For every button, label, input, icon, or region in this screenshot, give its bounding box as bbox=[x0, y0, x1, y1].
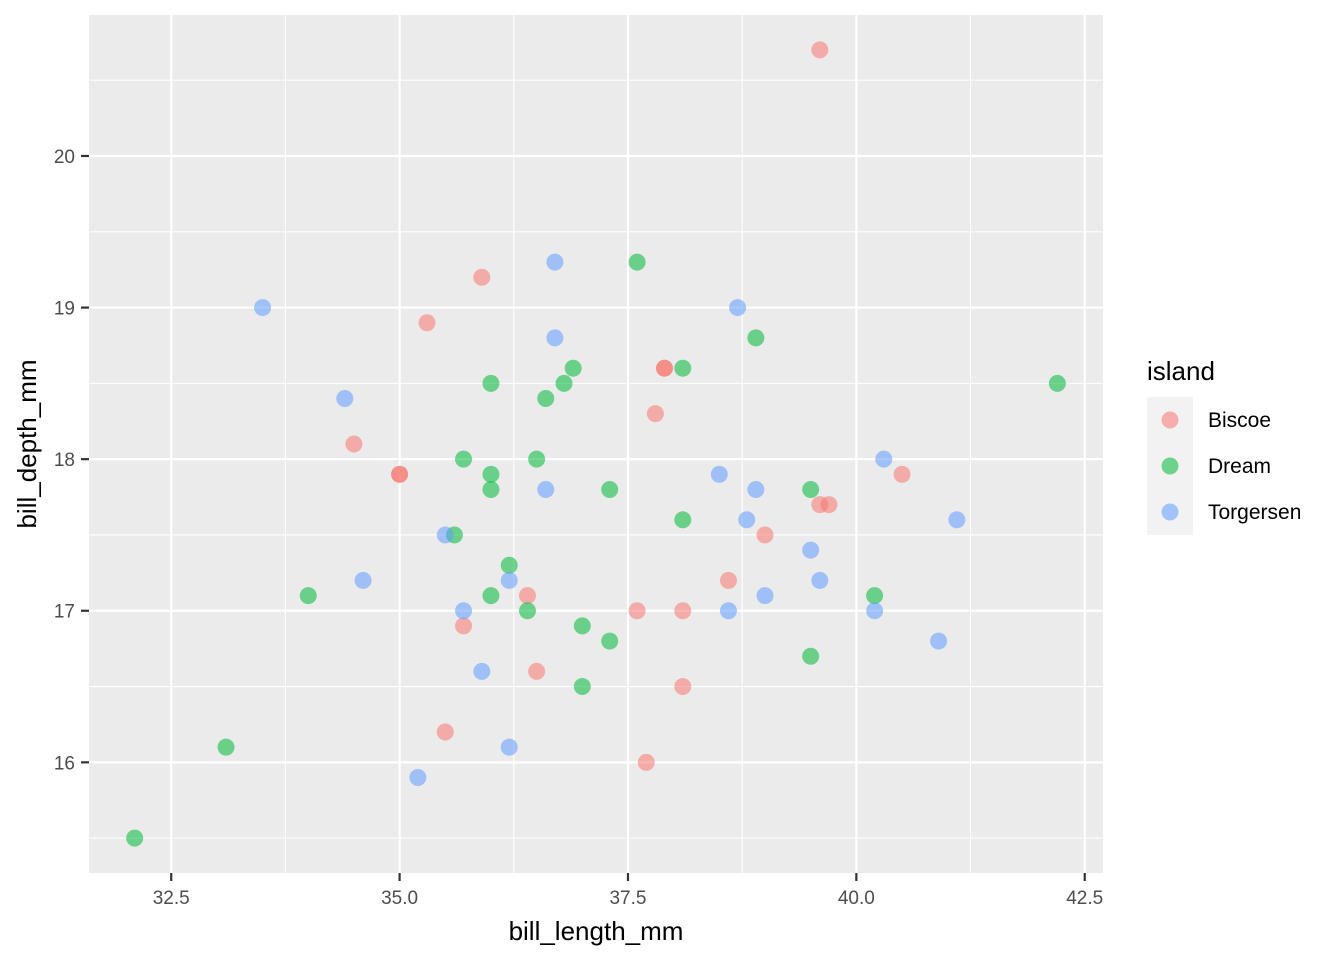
legend-swatch-biscoe bbox=[1161, 411, 1179, 429]
point-dream bbox=[455, 450, 473, 468]
legend-label-biscoe: Biscoe bbox=[1208, 409, 1271, 432]
point-dream bbox=[555, 374, 573, 392]
point-biscoe bbox=[820, 496, 838, 514]
point-torgersen bbox=[455, 602, 473, 620]
x-tick-label: 32.5 bbox=[153, 888, 190, 909]
point-torgersen bbox=[948, 511, 966, 529]
y-tick-label: 16 bbox=[54, 753, 75, 774]
point-biscoe bbox=[455, 617, 473, 635]
y-axis: 16 17 18 19 20 bbox=[54, 147, 89, 774]
point-dream bbox=[601, 632, 619, 650]
legend: island Biscoe Dream Torgersen bbox=[1147, 356, 1301, 535]
point-dream bbox=[500, 556, 518, 574]
point-dream bbox=[299, 587, 317, 605]
point-torgersen bbox=[802, 541, 820, 559]
legend-label-torgersen: Torgersen bbox=[1208, 501, 1301, 524]
legend-swatch-dream bbox=[1161, 457, 1179, 475]
point-dream bbox=[564, 359, 582, 377]
point-torgersen bbox=[254, 299, 272, 317]
point-torgersen bbox=[546, 253, 564, 271]
point-biscoe bbox=[719, 571, 737, 589]
point-torgersen bbox=[537, 480, 555, 498]
point-torgersen bbox=[729, 299, 747, 317]
point-biscoe bbox=[646, 405, 664, 423]
point-dream bbox=[217, 738, 235, 756]
point-biscoe bbox=[893, 465, 911, 483]
point-torgersen bbox=[336, 390, 354, 408]
point-biscoe bbox=[473, 268, 491, 286]
point-torgersen bbox=[500, 738, 518, 756]
point-torgersen bbox=[738, 511, 756, 529]
point-biscoe bbox=[528, 662, 546, 680]
point-dream bbox=[674, 511, 692, 529]
y-axis-title: bill_depth_mm bbox=[12, 359, 42, 528]
point-dream bbox=[802, 480, 820, 498]
x-axis-title: bill_length_mm bbox=[509, 916, 684, 946]
point-torgersen bbox=[866, 602, 884, 620]
panel-background bbox=[89, 15, 1103, 873]
x-tick-label: 37.5 bbox=[609, 888, 646, 909]
point-dream bbox=[482, 587, 500, 605]
x-tick-label: 35.0 bbox=[381, 888, 418, 909]
point-biscoe bbox=[674, 678, 692, 696]
y-tick-label: 17 bbox=[54, 602, 75, 623]
point-dream bbox=[537, 390, 555, 408]
point-dream bbox=[518, 602, 536, 620]
y-tick-label: 20 bbox=[54, 147, 75, 168]
point-torgersen bbox=[710, 465, 728, 483]
legend-swatch-torgersen bbox=[1161, 503, 1179, 521]
minor-gridlines bbox=[89, 15, 1103, 873]
data-points bbox=[126, 41, 1066, 847]
point-dream bbox=[482, 465, 500, 483]
point-dream bbox=[528, 450, 546, 468]
point-torgersen bbox=[409, 768, 427, 786]
point-biscoe bbox=[518, 587, 536, 605]
x-tick-label: 42.5 bbox=[1066, 888, 1103, 909]
point-torgersen bbox=[747, 480, 765, 498]
point-biscoe bbox=[756, 526, 774, 544]
point-biscoe bbox=[656, 359, 674, 377]
y-tick-label: 18 bbox=[54, 450, 75, 471]
point-dream bbox=[601, 480, 619, 498]
point-biscoe bbox=[811, 41, 829, 59]
point-torgersen bbox=[546, 329, 564, 347]
point-dream bbox=[674, 359, 692, 377]
point-biscoe bbox=[391, 465, 409, 483]
point-torgersen bbox=[875, 450, 893, 468]
point-dream bbox=[573, 678, 591, 696]
point-dream bbox=[573, 617, 591, 635]
point-dream bbox=[866, 587, 884, 605]
point-biscoe bbox=[637, 753, 655, 771]
point-dream bbox=[482, 374, 500, 392]
point-dream bbox=[747, 329, 765, 347]
point-torgersen bbox=[473, 662, 491, 680]
point-dream bbox=[802, 647, 820, 665]
point-dream bbox=[628, 253, 646, 271]
legend-label-dream: Dream bbox=[1208, 455, 1271, 478]
point-dream bbox=[126, 829, 144, 847]
point-torgersen bbox=[756, 587, 774, 605]
point-torgersen bbox=[811, 571, 829, 589]
point-torgersen bbox=[930, 632, 948, 650]
point-dream bbox=[1048, 374, 1066, 392]
point-biscoe bbox=[674, 602, 692, 620]
legend-title: island bbox=[1147, 356, 1215, 386]
point-biscoe bbox=[628, 602, 646, 620]
point-dream bbox=[482, 480, 500, 498]
point-biscoe bbox=[418, 314, 436, 332]
point-biscoe bbox=[345, 435, 363, 453]
x-axis: 32.5 35.0 37.5 40.0 42.5 bbox=[153, 873, 1103, 909]
x-tick-label: 40.0 bbox=[838, 888, 875, 909]
point-torgersen bbox=[719, 602, 737, 620]
point-torgersen bbox=[436, 526, 454, 544]
point-torgersen bbox=[354, 571, 372, 589]
point-torgersen bbox=[500, 571, 518, 589]
y-tick-label: 19 bbox=[54, 299, 75, 320]
point-biscoe bbox=[436, 723, 454, 741]
